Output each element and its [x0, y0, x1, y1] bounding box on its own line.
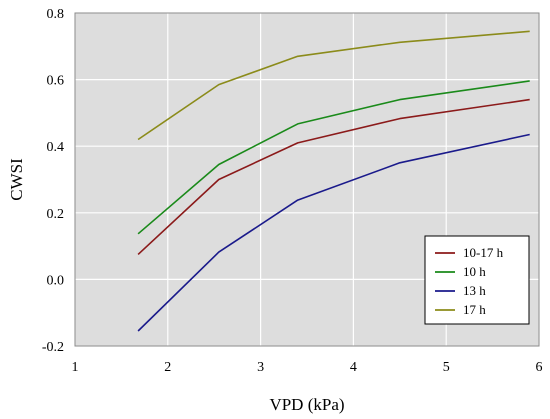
x-tick-label-3: 4 [350, 360, 357, 375]
y-tick-label-4: 0.6 [47, 74, 65, 89]
legend-label-3: 17 h [463, 302, 486, 317]
legend-label-0: 10-17 h [463, 245, 504, 260]
series-lines [137, 30, 530, 332]
y-tick-label-0: -0.2 [42, 340, 64, 355]
series-line-1 [137, 80, 530, 235]
y-tick-label-1: 0.0 [47, 273, 65, 288]
y-tick-label-2: 0.2 [47, 207, 65, 222]
grid-lines [74, 12, 540, 347]
tick-labels: 1 2 3 4 5 6 -0.2 0.0 0.2 0.4 0.6 0.8 [42, 7, 543, 375]
x-tick-label-2: 3 [257, 360, 264, 375]
y-axis-title: CWSI [7, 158, 26, 201]
y-tick-label-5: 0.8 [47, 7, 65, 22]
x-tick-label-1: 2 [164, 360, 171, 375]
series-line-0 [137, 98, 530, 255]
plot-frame [74, 12, 540, 347]
series-line-3 [137, 30, 530, 141]
series-line-2 [137, 133, 530, 332]
x-axis-title: VPD (kPa) [269, 395, 344, 414]
legend-label-1: 10 h [463, 264, 486, 279]
legend-label-2: 13 h [463, 283, 486, 298]
x-tick-label-4: 5 [443, 360, 450, 375]
x-tick-label-5: 6 [536, 360, 543, 375]
y-tick-label-3: 0.4 [47, 140, 65, 155]
x-tick-label-0: 1 [72, 360, 79, 375]
legend: 10-17 h 10 h 13 h 17 h [424, 235, 530, 325]
